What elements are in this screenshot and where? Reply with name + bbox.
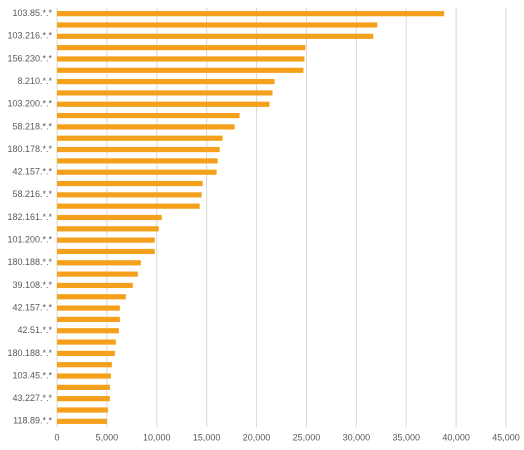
bar (57, 407, 108, 413)
bar (57, 45, 306, 51)
bar (57, 90, 273, 96)
bar (57, 373, 111, 379)
y-tick-label: 118.89.*.* (13, 416, 52, 426)
bar (57, 192, 202, 198)
x-tick-label: 35,000 (392, 432, 420, 442)
y-tick-label: 156.230.*.* (7, 53, 52, 63)
y-tick-label: 42.157.*.* (12, 167, 52, 177)
y-tick-label: 182.161.*.* (7, 212, 52, 222)
bar (57, 203, 200, 209)
bar (57, 316, 120, 323)
bar (57, 305, 120, 311)
y-tick-label: 103.216.*.* (7, 31, 52, 41)
bar (57, 11, 445, 17)
x-tick-label: 5,000 (96, 432, 119, 442)
bar (57, 339, 116, 345)
y-tick-label: 103.45.*.* (12, 370, 52, 380)
bar (57, 67, 304, 73)
y-tick-label: 39.108.*.* (12, 280, 52, 290)
bar (57, 282, 133, 289)
y-tick-label: 101.200.*.* (7, 235, 52, 245)
bar (57, 396, 110, 402)
bar (57, 112, 240, 119)
y-tick-label: 43.227.*.* (12, 393, 52, 403)
y-tick-label: 58.218.*.* (12, 121, 52, 131)
bar (57, 350, 115, 356)
bar (57, 33, 374, 39)
bar (57, 384, 110, 390)
bar (57, 56, 305, 62)
y-tick-label: 180.178.*.* (7, 144, 52, 154)
x-tick-label: 0 (54, 432, 59, 442)
bar (57, 260, 141, 266)
bar (57, 146, 220, 153)
y-tick-label: 103.85.*.* (12, 8, 52, 18)
y-tick-label: 42.51.*.* (17, 325, 52, 335)
x-tick-label: 40,000 (442, 432, 470, 442)
bar (57, 158, 218, 164)
bar (57, 22, 378, 28)
bar (57, 271, 138, 277)
x-tick-label: 30,000 (343, 432, 371, 442)
bar (57, 214, 162, 221)
bar (57, 294, 126, 300)
x-tick-label: 10,000 (143, 432, 171, 442)
y-tick-label: 180.188.*.* (7, 257, 52, 267)
bar (57, 135, 223, 141)
bar (57, 362, 112, 368)
x-tick-label: 45,000 (492, 432, 520, 442)
bar (57, 124, 235, 130)
bar (57, 418, 107, 424)
y-tick-label: 42.157.*.* (12, 302, 52, 312)
y-tick-label: 58.216.*.* (12, 189, 52, 199)
bar (57, 226, 159, 232)
bar (57, 237, 155, 243)
x-tick-label: 15,000 (193, 432, 221, 442)
x-tick-label: 25,000 (293, 432, 321, 442)
bar (57, 79, 275, 85)
y-tick-label: 8.210.*.* (17, 76, 52, 86)
x-tick-label: 20,000 (243, 432, 271, 442)
bar (57, 328, 119, 334)
y-tick-label: 103.200.*.* (7, 99, 52, 109)
bar (57, 248, 155, 255)
bar (57, 169, 217, 175)
bar (57, 101, 270, 107)
y-tick-label: 180.188.*.* (7, 348, 52, 358)
bar (57, 180, 203, 187)
